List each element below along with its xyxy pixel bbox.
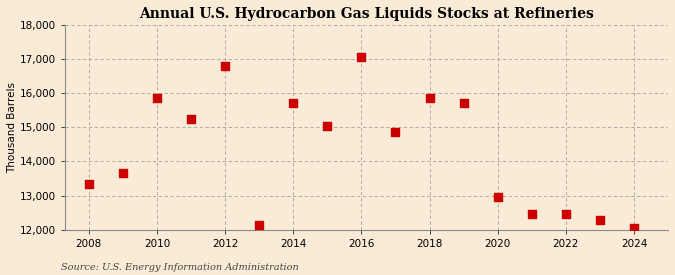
Point	[595, 217, 605, 222]
Point	[458, 101, 469, 106]
Point	[322, 123, 333, 128]
Point	[117, 171, 128, 176]
Point	[288, 101, 298, 106]
Text: Source: U.S. Energy Information Administration: Source: U.S. Energy Information Administ…	[61, 263, 298, 272]
Title: Annual U.S. Hydrocarbon Gas Liquids Stocks at Refineries: Annual U.S. Hydrocarbon Gas Liquids Stoc…	[139, 7, 594, 21]
Point	[254, 222, 265, 227]
Y-axis label: Thousand Barrels: Thousand Barrels	[7, 82, 17, 173]
Point	[560, 212, 571, 217]
Point	[83, 182, 94, 186]
Point	[390, 130, 401, 135]
Point	[492, 195, 503, 200]
Point	[151, 96, 162, 100]
Point	[424, 96, 435, 100]
Point	[186, 117, 196, 121]
Point	[219, 64, 230, 68]
Point	[356, 55, 367, 59]
Point	[628, 226, 639, 230]
Point	[526, 212, 537, 217]
